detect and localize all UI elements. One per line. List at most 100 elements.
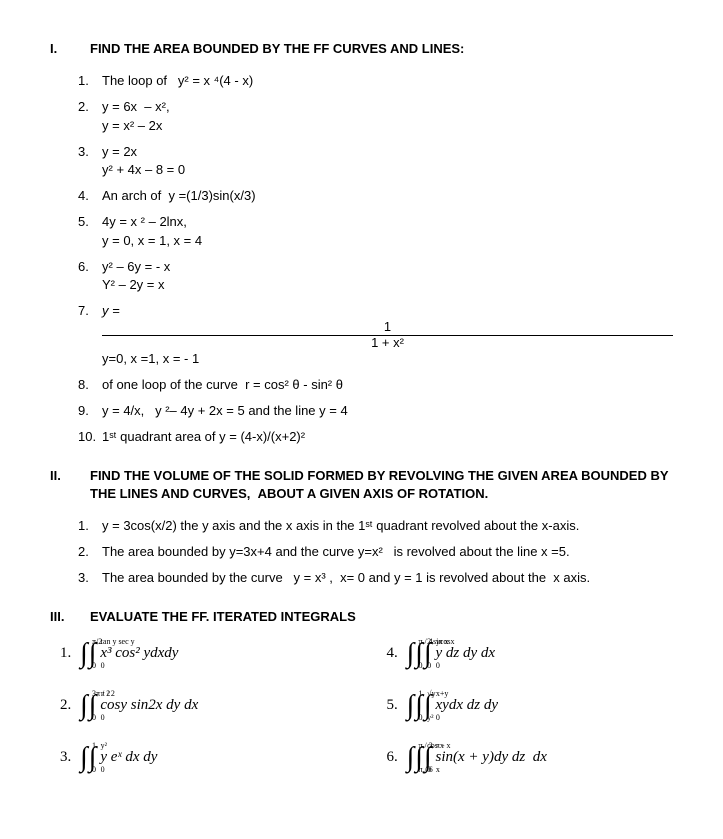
item-number: 8. <box>78 376 102 394</box>
item-body: y = 11 + x²y=0, x =1, x = - 1 <box>102 302 673 368</box>
item-number: 6. <box>387 747 407 768</box>
item-number: 1. <box>78 517 102 535</box>
item-number: 9. <box>78 402 102 420</box>
integral-expression: ∫10∫√yy²∫x+y0 xydx dz dy <box>407 692 498 720</box>
integral-sign: ∫y²0 <box>89 744 97 772</box>
equation-line: of one loop of the curve r = cos² θ - si… <box>102 376 673 394</box>
section-2-roman: II. <box>50 467 90 503</box>
integral-sign: ∫√yy² <box>415 692 423 720</box>
item-body: The loop of y² = x ⁴(4 - x) <box>102 72 673 90</box>
integral-sign: ∫π/20 <box>80 640 88 668</box>
equation-line: y = 11 + x² <box>102 302 673 350</box>
equation-line: 4y = x ² – 2lnx, <box>102 213 673 231</box>
item-number: 5. <box>78 213 102 249</box>
integral-expression: ∫10∫y²0y eˣ dx dy <box>80 744 157 772</box>
equation-line: y = 4/x, y ²– 4y + 2x = 5 and the line y… <box>102 402 673 420</box>
list-item: 2.y = 6x – x²,y = x² – 2x <box>78 98 673 134</box>
item-body: y = 6x – x²,y = x² – 2x <box>102 98 673 134</box>
equation-line: y² + 4x – 8 = 0 <box>102 161 673 179</box>
list-item: 9.y = 4/x, y ²– 4y + 2x = 5 and the line… <box>78 402 673 420</box>
item-number: 1. <box>60 643 80 664</box>
integrand: y dz dy dx <box>436 643 496 664</box>
section-2-items: 1.y = 3cos(x/2) the y axis and the x axi… <box>78 517 673 588</box>
equation-line: 1ˢᵗ quadrant area of y = (4-x)/(x+2)² <box>102 428 673 446</box>
equation-line: Y² – 2y = x <box>102 276 673 294</box>
equation-line: y = x² – 2x <box>102 117 673 135</box>
integral-item: 4.∫π / 40∫2 sin x0∫ycosx0 y dz dy dx <box>387 640 674 668</box>
list-item: 2.The area bounded by y=3x+4 and the cur… <box>78 543 673 561</box>
integral-item: 6.∫π / 2π / 6∫cos x0∫π - xx sin(x + y)dy … <box>387 744 674 772</box>
list-item: 3.y = 2xy² + 4x – 8 = 0 <box>78 143 673 179</box>
item-body: y² – 6y = - xY² – 2y = x <box>102 258 673 294</box>
section-1-header: I. FIND THE AREA BOUNDED BY THE FF CURVE… <box>50 40 673 58</box>
list-item: 10.1ˢᵗ quadrant area of y = (4-x)/(x+2)² <box>78 428 673 446</box>
equation-line: y² – 6y = - x <box>102 258 673 276</box>
section-2-header: II. FIND THE VOLUME OF THE SOLID FORMED … <box>50 467 673 503</box>
list-item: 1.The loop of y² = x ⁴(4 - x) <box>78 72 673 90</box>
list-item: 8.of one loop of the curve r = cos² θ - … <box>78 376 673 394</box>
item-body: The area bounded by y=3x+4 and the curve… <box>102 543 673 561</box>
item-body: The area bounded by the curve y = x³ , x… <box>102 569 673 587</box>
item-number: 2. <box>78 543 102 561</box>
item-number: 4. <box>78 187 102 205</box>
integral-sign: ∫2 sin x0 <box>415 640 423 668</box>
item-body: y = 4/x, y ²– 4y + 2x = 5 and the line y… <box>102 402 673 420</box>
integrand: sin(x + y)dy dz dx <box>436 747 547 768</box>
item-body: y = 2xy² + 4x – 8 = 0 <box>102 143 673 179</box>
integral-item: 3.∫10∫y²0y eˣ dx dy <box>60 744 347 772</box>
item-number: 3. <box>78 569 102 587</box>
item-number: 2. <box>78 98 102 134</box>
integral-sign: ∫π / 20 <box>89 692 97 720</box>
item-number: 2. <box>60 695 80 716</box>
integrand: x³ cos² ydxdy <box>100 643 178 664</box>
section-3-roman: III. <box>50 608 90 626</box>
list-item: 6.y² – 6y = - xY² – 2y = x <box>78 258 673 294</box>
integrand: cosy sin2x dy dx <box>100 695 198 716</box>
equation-line: y = 0, x = 1, x = 4 <box>102 232 673 250</box>
integral-item: 2.∫3π / 20∫π / 20cosy sin2x dy dx <box>60 692 347 720</box>
section-3-title: EVALUATE THE FF. ITERATED INTEGRALS <box>90 608 356 626</box>
integral-sign: ∫cos x0 <box>415 744 423 772</box>
integral-sign: ∫10 <box>407 692 415 720</box>
section-1-roman: I. <box>50 40 90 58</box>
integral-expression: ∫π / 40∫2 sin x0∫ycosx0 y dz dy dx <box>407 640 496 668</box>
integrand: xydx dz dy <box>436 695 498 716</box>
equation-line: y = 2x <box>102 143 673 161</box>
item-number: 1. <box>78 72 102 90</box>
integral-item: 5.∫10∫√yy²∫x+y0 xydx dz dy <box>387 692 674 720</box>
section-2-title: FIND THE VOLUME OF THE SOLID FORMED BY R… <box>90 467 673 503</box>
equation-line: The loop of y² = x ⁴(4 - x) <box>102 72 673 90</box>
item-body: y = 3cos(x/2) the y axis and the x axis … <box>102 517 673 535</box>
item-body: An arch of y =(1/3)sin(x/3) <box>102 187 673 205</box>
section-1-items: 1.The loop of y² = x ⁴(4 - x)2.y = 6x – … <box>78 72 673 446</box>
item-number: 6. <box>78 258 102 294</box>
integral-sign: ∫3π / 20 <box>80 692 88 720</box>
integral-item: 1.∫π/20∫tan y sec y0x³ cos² ydxdy <box>60 640 347 668</box>
list-item: 5.4y = x ² – 2lnx,y = 0, x = 1, x = 4 <box>78 213 673 249</box>
item-number: 10. <box>78 428 102 446</box>
item-number: 7. <box>78 302 102 368</box>
item-number: 4. <box>387 643 407 664</box>
section-3-header: III. EVALUATE THE FF. ITERATED INTEGRALS <box>50 608 673 626</box>
item-number: 3. <box>78 143 102 179</box>
integral-sign: ∫x+y0 <box>424 692 432 720</box>
item-number: 5. <box>387 695 407 716</box>
integral-sign: ∫π - xx <box>424 744 432 772</box>
list-item: 4.An arch of y =(1/3)sin(x/3) <box>78 187 673 205</box>
equation-line: y = 6x – x², <box>102 98 673 116</box>
item-number: 3. <box>60 747 80 768</box>
integral-sign: ∫π / 2π / 6 <box>407 744 415 772</box>
integral-sign: ∫ycosx0 <box>424 640 432 668</box>
integral-sign: ∫π / 40 <box>407 640 415 668</box>
list-item: 3.The area bounded by the curve y = x³ ,… <box>78 569 673 587</box>
item-body: 1ˢᵗ quadrant area of y = (4-x)/(x+2)² <box>102 428 673 446</box>
list-item: 7.y = 11 + x²y=0, x =1, x = - 1 <box>78 302 673 368</box>
list-item: 1.y = 3cos(x/2) the y axis and the x axi… <box>78 517 673 535</box>
integrand: y eˣ dx dy <box>100 747 157 768</box>
equation-line: An arch of y =(1/3)sin(x/3) <box>102 187 673 205</box>
integral-sign: ∫tan y sec y0 <box>89 640 97 668</box>
section-3-items: 1.∫π/20∫tan y sec y0x³ cos² ydxdy4.∫π / … <box>60 640 673 772</box>
item-body: of one loop of the curve r = cos² θ - si… <box>102 376 673 394</box>
section-1-title: FIND THE AREA BOUNDED BY THE FF CURVES A… <box>90 40 464 58</box>
item-body: 4y = x ² – 2lnx,y = 0, x = 1, x = 4 <box>102 213 673 249</box>
